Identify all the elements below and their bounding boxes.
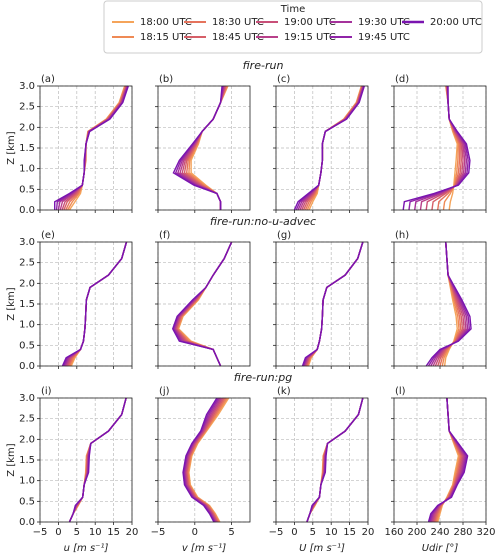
plot-frame — [157, 241, 251, 367]
profile-line — [54, 85, 129, 210]
x-tick-label: 5 — [228, 527, 234, 538]
y-tick-label: 3.0 — [19, 237, 35, 248]
profile-line — [182, 397, 218, 523]
legend-label: 20:00 UTC — [430, 17, 482, 28]
legend-title: Time — [280, 4, 305, 15]
legend-label: 19:45 UTC — [358, 32, 410, 43]
y-tick-label: 3.0 — [19, 81, 35, 92]
profile-line — [171, 241, 233, 367]
plot-frame — [275, 241, 369, 367]
plot-frame — [39, 397, 133, 523]
x-tick-label: 280 — [453, 527, 472, 538]
y-tick-label: 0.0 — [19, 517, 35, 528]
legend-label: 19:00 UTC — [284, 17, 336, 28]
y-tick-label: 0.0 — [19, 361, 35, 372]
panel-label: (g) — [277, 230, 291, 241]
y-tick-label: 1.0 — [19, 320, 35, 331]
x-tick-label: 10 — [325, 527, 338, 538]
x-axis-label: v [m s⁻¹] — [182, 543, 226, 554]
plot-frame — [275, 85, 369, 211]
profile-line — [306, 397, 364, 523]
profile-line — [61, 241, 128, 367]
plot-frame — [393, 397, 487, 523]
x-tick-label: −5 — [33, 527, 48, 538]
panel-label: (d) — [395, 74, 409, 85]
profile-line — [68, 397, 127, 523]
x-tick-label: 5 — [310, 527, 316, 538]
y-tick-label: 1.0 — [19, 164, 35, 175]
x-tick-label: 160 — [384, 527, 403, 538]
profile-line — [402, 86, 471, 211]
legend-label: 18:15 UTC — [140, 32, 192, 43]
panel-label: (f) — [159, 230, 170, 241]
panel-label: (h) — [395, 230, 409, 241]
x-tick-label: 15 — [343, 527, 356, 538]
y-tick-label: 1.5 — [19, 143, 35, 154]
y-tick-label: 0.5 — [19, 496, 35, 507]
y-axis-label: Z [km] — [6, 287, 17, 320]
y-tick-label: 0.5 — [19, 184, 35, 195]
x-tick-label: −5 — [269, 527, 284, 538]
x-tick-label: 20 — [126, 527, 139, 538]
x-tick-label: 320 — [476, 527, 495, 538]
x-tick-label: 5 — [74, 527, 80, 538]
x-tick-label: 10 — [89, 527, 102, 538]
legend-label: 18:00 UTC — [140, 17, 192, 28]
y-tick-label: 0.0 — [19, 205, 35, 216]
panel-label: (i) — [41, 386, 52, 397]
y-tick-label: 2.0 — [19, 434, 35, 445]
legend-label: 19:30 UTC — [358, 17, 410, 28]
plot-frame — [157, 397, 251, 523]
y-tick-label: 2.5 — [19, 102, 35, 113]
y-tick-label: 2.5 — [19, 414, 35, 425]
y-tick-label: 1.5 — [19, 455, 35, 466]
x-tick-label: 15 — [107, 527, 120, 538]
plot-frame — [393, 85, 487, 211]
x-tick-label: 200 — [407, 527, 426, 538]
profile-line — [301, 241, 364, 367]
panel-label: (l) — [395, 386, 406, 397]
profile-line — [293, 85, 365, 211]
legend-label: 19:15 UTC — [284, 32, 336, 43]
row-title: fire-run:pg — [234, 371, 293, 384]
panel-label: (j) — [159, 386, 170, 397]
y-tick-label: 1.0 — [19, 476, 35, 487]
panel-label: (k) — [277, 386, 291, 397]
x-tick-label: 240 — [430, 527, 449, 538]
y-tick-label: 2.5 — [19, 258, 35, 269]
panel-label: (e) — [41, 230, 55, 241]
profile-line — [425, 241, 472, 367]
y-tick-label: 1.5 — [19, 299, 35, 310]
y-axis-label: Z [km] — [6, 443, 17, 476]
x-axis-label: U [m s⁻¹] — [299, 543, 345, 554]
legend-box — [103, 0, 483, 54]
y-tick-label: 3.0 — [19, 393, 35, 404]
x-tick-label: 20 — [362, 527, 375, 538]
legend-label: 18:45 UTC — [212, 32, 264, 43]
y-axis-label: Z [km] — [6, 131, 17, 164]
x-tick-label: 0 — [192, 527, 198, 538]
panel-label: (a) — [41, 74, 55, 85]
plot-frame — [39, 85, 133, 211]
y-tick-label: 2.0 — [19, 278, 35, 289]
x-axis-label: u [m s⁻¹] — [64, 543, 109, 554]
row-title: fire-run — [243, 59, 284, 72]
x-tick-label: 0 — [55, 527, 61, 538]
profile-line — [427, 397, 469, 523]
x-tick-label: 0 — [291, 527, 297, 538]
y-tick-label: 2.0 — [19, 122, 35, 133]
plot-frame — [157, 85, 251, 211]
plot-frame — [275, 397, 369, 523]
plot-frame — [393, 241, 487, 367]
legend-label: 18:30 UTC — [212, 17, 264, 28]
y-tick-label: 0.5 — [19, 340, 35, 351]
panel-label: (c) — [277, 74, 290, 85]
x-axis-label: Udir [°] — [422, 543, 459, 554]
panel-label: (b) — [159, 74, 173, 85]
row-title: fire-run:no-u-advec — [210, 215, 316, 228]
profile-line — [172, 85, 223, 210]
x-tick-label: −5 — [151, 527, 166, 538]
plot-frame — [39, 241, 133, 367]
